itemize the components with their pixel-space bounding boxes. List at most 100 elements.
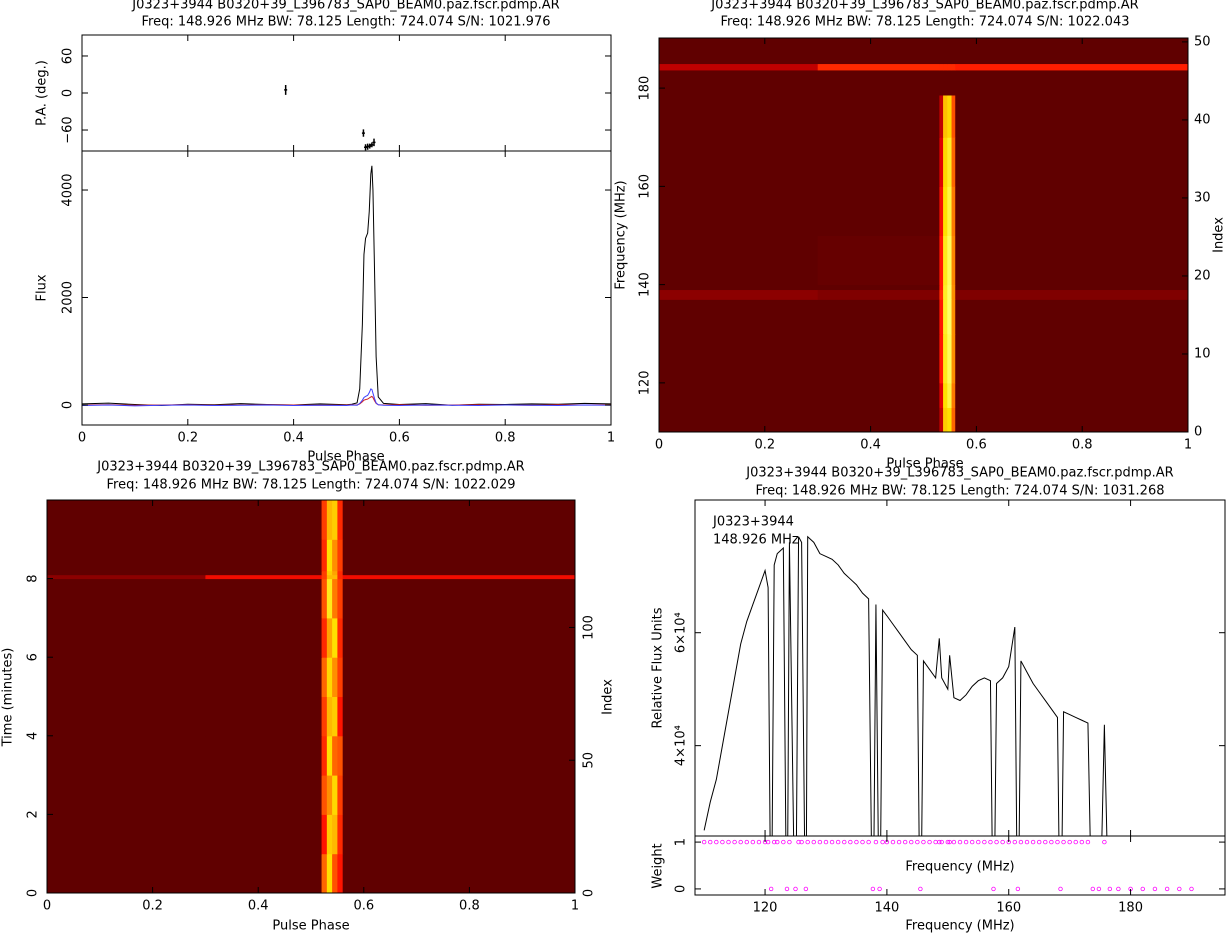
x-tick-label: 120: [753, 901, 778, 916]
x-tick-label: 180: [1118, 901, 1143, 916]
weight-point: [994, 839, 999, 845]
heatmap-cell: [326, 814, 333, 855]
heatmap-cell: [939, 69, 944, 96]
heatmap-cell: [47, 735, 206, 776]
y2-tick-label: 30: [1194, 190, 1211, 205]
heatmap-cell: [947, 235, 953, 286]
x-axis-label: Pulse Phase: [886, 457, 963, 472]
y2-axis-label: Index: [1212, 217, 1226, 253]
x-tick-label: 1: [1184, 438, 1192, 453]
heatmap-cell: [817, 407, 940, 432]
x-tick-label: 0.4: [860, 438, 881, 453]
heatmap-cell: [326, 696, 333, 737]
heatmap-cell: [939, 382, 944, 408]
heatmap-cell: [321, 696, 328, 737]
heatmap-cell: [939, 94, 944, 138]
heatmap-cell: [955, 299, 1188, 335]
x-tick-label: 0.4: [283, 431, 304, 446]
panel-title: J0323+3944 B0320+39_L396783_SAP0_BEAM0.p…: [96, 460, 524, 475]
weight-point: [771, 839, 777, 845]
heatmap-cell: [47, 574, 206, 580]
weight-point: [1085, 839, 1091, 845]
heatmap-cell: [326, 775, 333, 815]
heatmap-cell: [47, 578, 206, 619]
heatmap-cell: [955, 63, 1188, 71]
weight-point: [1140, 886, 1145, 892]
weight-point: [854, 839, 859, 845]
heatmap-cell: [342, 539, 575, 572]
annotation: 148.926 MHz: [713, 533, 799, 548]
y-tick-label: 6: [26, 653, 41, 661]
weight-point: [1058, 886, 1063, 892]
heatmap-cell: [947, 69, 953, 96]
heatmap-cell: [943, 299, 948, 335]
heatmap-cell: [947, 382, 953, 408]
y-tick-label: 2000: [61, 281, 76, 314]
heatmap-cell: [332, 657, 338, 697]
weight-point: [918, 886, 923, 892]
heatmap-cell: [951, 137, 956, 187]
heatmap-cell: [951, 407, 956, 432]
heatmap-cell: [47, 500, 206, 540]
weight-point: [1055, 839, 1060, 845]
heatmap-cell: [342, 574, 575, 580]
weight-point: [1073, 839, 1078, 845]
y2-tick-label: 0: [582, 889, 597, 897]
line-series: [82, 165, 611, 407]
heatmap-cell: [951, 299, 956, 335]
heatmap-cell: [47, 853, 206, 893]
heatmap-cell: [321, 539, 328, 572]
heatmap-cell: [939, 284, 944, 291]
heatmap-cell: [939, 333, 944, 384]
y-tick-label: 120: [638, 370, 653, 395]
heatmap-cell: [817, 94, 940, 138]
weight-point: [848, 839, 853, 845]
x-tick-label: 0.2: [754, 438, 775, 453]
heatmap-cell: [817, 382, 940, 408]
x-tick-label: 0: [655, 438, 663, 453]
heatmap-cell: [326, 500, 333, 540]
weight-point: [896, 839, 902, 845]
axes-frame: [694, 835, 1226, 896]
heatmap-cell: [326, 570, 333, 576]
weight-point: [768, 886, 774, 892]
heatmap-cell: [332, 814, 338, 855]
x-tick-label: 0: [43, 899, 51, 914]
weight-point: [1000, 839, 1005, 845]
heatmap-cell: [939, 235, 944, 286]
weight-point: [765, 839, 771, 845]
weight-point: [787, 839, 792, 845]
heatmap-cell: [817, 69, 940, 96]
heatmap-cell: [659, 289, 819, 300]
heatmap-cell: [817, 235, 940, 286]
weight-point: [902, 839, 908, 845]
heatmap-cell: [205, 696, 323, 737]
y-tick-label: 0: [26, 889, 41, 897]
heatmap-cell: [205, 617, 323, 658]
plot-area: [701, 839, 1194, 892]
heatmap-cell: [205, 853, 323, 893]
y-tick-label: 1: [674, 838, 689, 846]
weight-point: [933, 839, 938, 845]
panel-title: J0323+3944 B0320+39_L396783_SAP0_BEAM0.p…: [131, 0, 559, 13]
heatmap-cell: [951, 63, 956, 71]
x-tick-label: 1: [607, 431, 615, 446]
y-axis-label: Flux: [35, 274, 50, 301]
heatmap-cell: [321, 578, 328, 619]
heatmap-cell: [47, 696, 206, 737]
weight-point: [1036, 839, 1042, 845]
weight-point: [738, 839, 743, 845]
heatmap-cell: [943, 94, 948, 138]
weight-point: [784, 886, 790, 892]
weight-point: [963, 839, 969, 845]
weight-point: [842, 839, 847, 845]
weight-point: [1018, 839, 1024, 845]
heatmap-cell: [332, 574, 338, 580]
pa-point: [370, 142, 374, 148]
weight-point: [799, 839, 804, 845]
heatmap-cell: [337, 735, 344, 776]
heatmap-cell: [205, 814, 323, 855]
y-axis-label: Relative Flux Units: [651, 607, 666, 728]
